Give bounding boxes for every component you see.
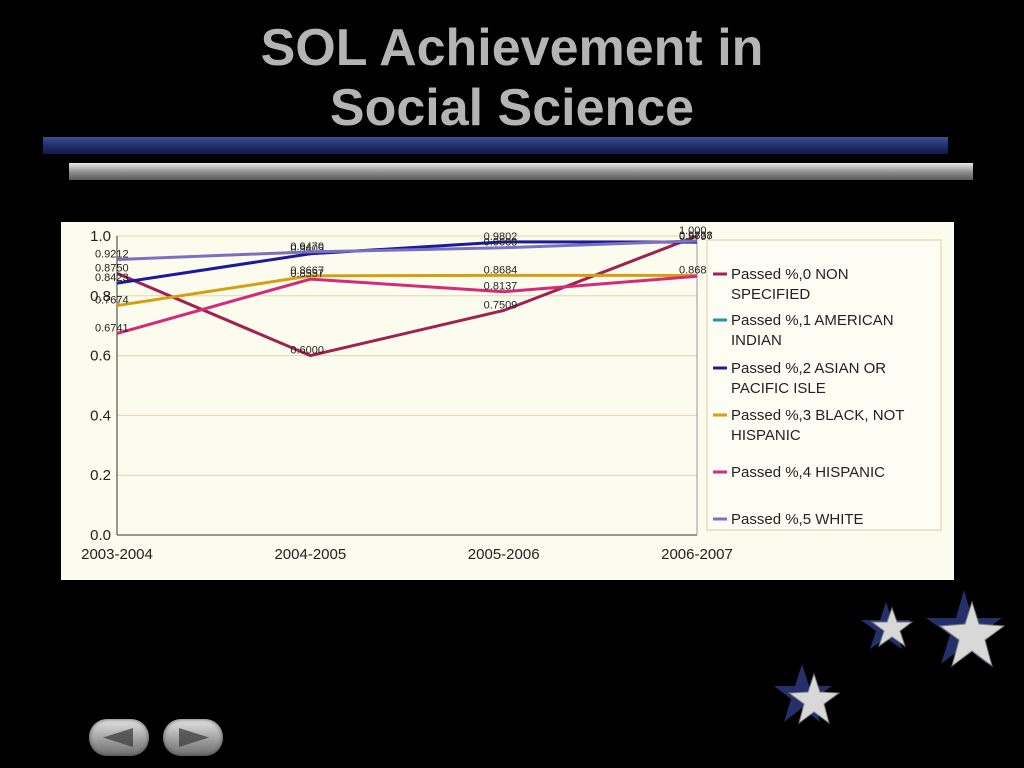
legend-label: Passed %,5 WHITE <box>731 511 864 528</box>
star-icon <box>774 664 841 725</box>
data-label: 0.868 <box>679 264 707 276</box>
chart-panel: 0.0 0.2 0.4 0.6 0.8 1.0 2003-2004 2004-2005 2005… <box>61 222 954 580</box>
x-tick-label: 2003-2004 <box>81 546 153 563</box>
decorative-blue-bar <box>43 137 948 154</box>
decorative-gray-bar <box>69 163 973 180</box>
legend-label: Passed %,2 ASIAN OR <box>731 360 886 377</box>
series-line <box>116 274 698 335</box>
data-label: 0.9212 <box>95 249 129 261</box>
legend-label: Passed %,3 BLACK, NOT <box>731 407 904 424</box>
y-tick-label: 0.6 <box>90 348 111 365</box>
data-label: 0.9608 <box>484 237 518 249</box>
title-line-1: SOL Achievement in <box>260 19 764 77</box>
data-label: 0.8667 <box>290 265 324 277</box>
previous-slide-button[interactable] <box>89 719 149 756</box>
data-label: 0.8137 <box>484 281 518 293</box>
line-chart: 0.0 0.2 0.4 0.6 0.8 1.0 2003-2004 2004-2005 2005… <box>81 225 942 563</box>
x-tick-label: 2004-2005 <box>274 546 346 563</box>
y-tick-label: 1.0 <box>90 228 111 245</box>
back-arrow-icon <box>103 728 133 747</box>
data-label: 0.8423 <box>95 272 129 284</box>
series-line <box>116 240 698 285</box>
data-label: 0.7509 <box>484 299 518 311</box>
legend-label: PACIFIC ISLE <box>731 380 826 397</box>
x-tick-label: 2006-2007 <box>661 546 733 563</box>
legend-label: Passed %,0 NON <box>731 266 849 283</box>
series-line <box>116 234 698 358</box>
data-label: 0.9470 <box>290 241 324 253</box>
data-label: 0.9802 <box>484 231 518 243</box>
title-line-2: Social Science <box>329 79 695 137</box>
data-label: 0.8684 <box>484 264 518 276</box>
y-tick-label: 0.4 <box>90 407 111 424</box>
data-label: 0.6000 <box>290 345 324 357</box>
x-tick-label: 2005-2006 <box>468 546 540 563</box>
y-tick-label: 0.8 <box>90 288 111 305</box>
data-label: 1.000 <box>679 225 707 237</box>
y-tick-label: 0.0 <box>90 527 111 544</box>
series-line <box>116 273 698 308</box>
data-label: 0.8557 <box>290 268 324 280</box>
legend-label: Passed %,1 AMERICAN <box>731 312 894 329</box>
legend-box <box>706 239 942 531</box>
legend-label: Passed %,4 HISPANIC <box>731 464 885 481</box>
data-label: 0.7674 <box>95 295 129 307</box>
star-icon <box>926 590 1006 668</box>
series-line <box>116 239 698 262</box>
data-label: 0.8750 <box>95 262 129 274</box>
star-icon <box>861 602 914 649</box>
legend-label: SPECIFIED <box>731 286 810 303</box>
slide-title: SOL Achievement in Social Science <box>0 18 1024 138</box>
next-slide-button[interactable] <box>163 719 223 756</box>
data-label: 0.9838 <box>679 230 713 242</box>
y-tick-label: 0.2 <box>90 467 111 484</box>
data-label: 0.6741 <box>95 322 129 334</box>
legend-label: HISPANIC <box>731 427 801 444</box>
forward-arrow-icon <box>179 728 209 747</box>
legend-label: INDIAN <box>731 332 782 349</box>
